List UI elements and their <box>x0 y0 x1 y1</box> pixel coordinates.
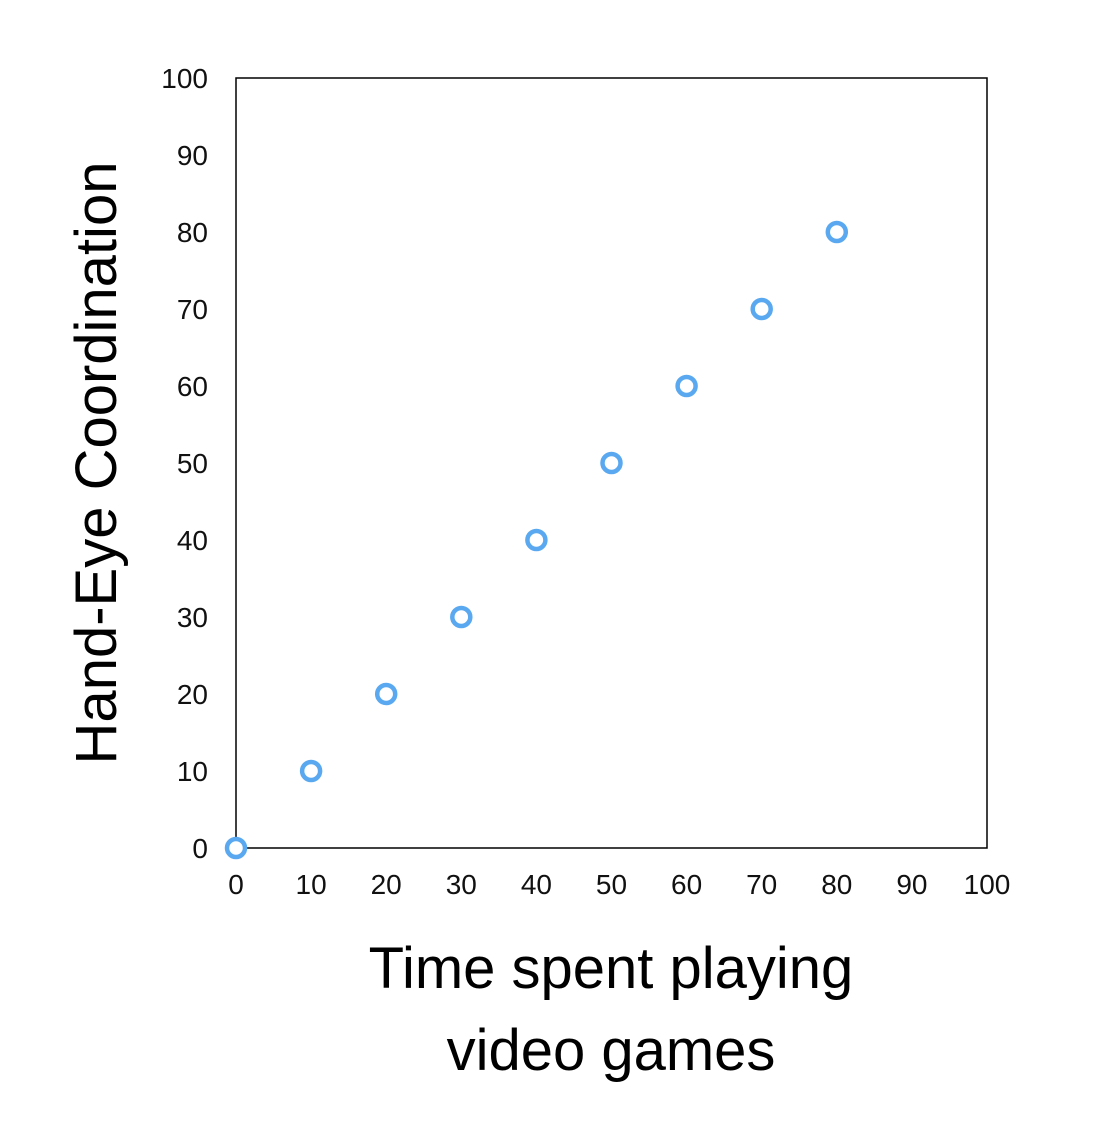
x-tick-label: 40 <box>521 869 552 900</box>
data-point <box>675 374 698 398</box>
x-axis-title-line-2: video games <box>447 1018 776 1083</box>
y-tick-label: 10 <box>177 756 208 787</box>
plot-frame <box>235 77 988 849</box>
x-axis-title-line-1: Time spent playing <box>369 936 854 1001</box>
y-axis-title: Hand-Eye Coordination <box>64 162 129 765</box>
data-point <box>224 836 248 860</box>
x-tick-label: 80 <box>821 869 852 900</box>
y-tick-label: 20 <box>177 679 208 710</box>
data-point <box>525 528 548 552</box>
y-tick-label: 70 <box>177 294 208 325</box>
x-tick-label: 0 <box>228 869 244 900</box>
x-tick-label: 70 <box>746 869 777 900</box>
y-tick-label: 0 <box>192 833 208 864</box>
y-tick-label: 80 <box>177 217 208 248</box>
data-point <box>600 451 623 475</box>
x-tick-label: 90 <box>896 869 927 900</box>
y-tick-label: 50 <box>177 448 208 479</box>
data-point <box>450 605 473 629</box>
x-tick-label: 100 <box>964 869 1011 900</box>
x-tick-label: 30 <box>446 869 477 900</box>
data-point <box>750 297 773 321</box>
data-point <box>374 682 398 706</box>
y-tick-label: 90 <box>177 140 208 171</box>
x-tick-label: 60 <box>671 869 702 900</box>
y-tick-label: 100 <box>161 63 208 94</box>
data-points <box>224 220 849 860</box>
x-tick-label: 20 <box>371 869 402 900</box>
x-tick-label: 50 <box>596 869 627 900</box>
y-tick-labels: 0 10 20 30 40 50 60 70 80 90 100 <box>161 63 208 864</box>
y-tick-label: 40 <box>177 525 208 556</box>
data-point <box>825 220 849 244</box>
y-tick-label: 60 <box>177 371 208 402</box>
data-point <box>299 759 323 783</box>
x-tick-labels: 0 10 20 30 40 50 60 70 80 90 100 <box>228 869 1010 900</box>
y-tick-label: 30 <box>177 602 208 633</box>
x-tick-label: 10 <box>296 869 327 900</box>
